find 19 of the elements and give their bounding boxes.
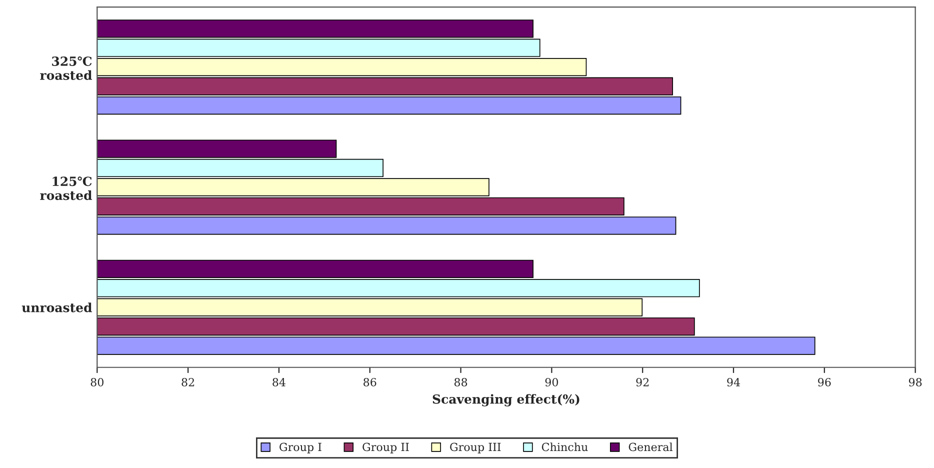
- x-tick-label: 92: [636, 378, 649, 386]
- x-axis-title: Scavenging effect(%): [432, 394, 580, 406]
- legend-label: Group III: [450, 442, 501, 454]
- x-tick-label: 86: [364, 378, 376, 386]
- legend-label: General: [628, 442, 673, 452]
- y-tick-label: 125℃ roasted: [40, 176, 92, 200]
- x-tick-label: 94: [727, 378, 740, 386]
- y-tick-label: unroasted: [22, 302, 92, 312]
- x-tick-label: 90: [545, 378, 558, 386]
- x-tick-label: 80: [90, 378, 104, 386]
- x-tick-label: 82: [182, 378, 194, 386]
- legend-label: Chinchu: [542, 442, 588, 452]
- x-tick-label: 88: [454, 378, 468, 386]
- legend-label: Group I: [280, 442, 322, 454]
- y-tick-label: 325℃ roasted: [40, 56, 92, 80]
- x-tick-label: 96: [818, 378, 831, 386]
- x-tick-label: 98: [908, 378, 922, 386]
- x-tick-label: 84: [272, 378, 286, 386]
- legend-label: Group II: [362, 442, 409, 454]
